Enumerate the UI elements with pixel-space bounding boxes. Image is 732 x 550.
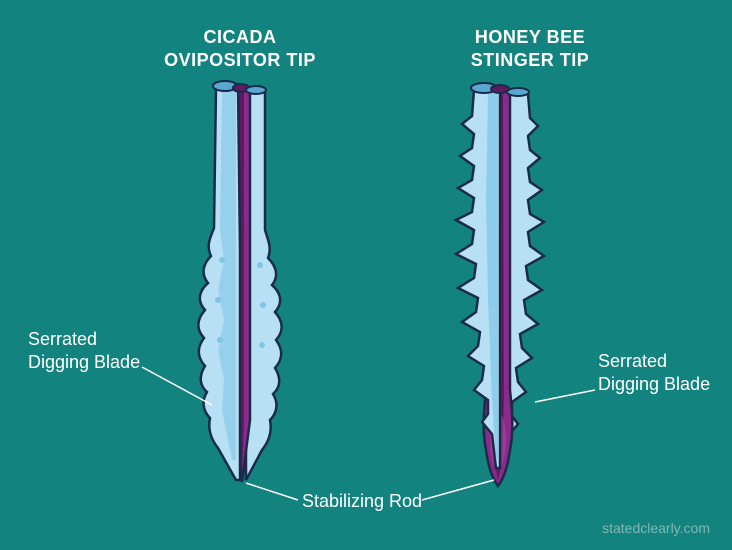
label-right-blade-line1: Serrated xyxy=(598,351,667,371)
cicada-back-blade xyxy=(246,88,282,480)
leader-rod-left xyxy=(246,483,298,500)
label-left-blade: Serrated Digging Blade xyxy=(28,328,140,373)
title-bee-line1: HONEY BEE xyxy=(475,27,585,47)
title-cicada: CICADA OVIPOSITOR TIP xyxy=(140,26,340,71)
label-left-blade-line1: Serrated xyxy=(28,329,97,349)
label-rod: Stabilizing Rod xyxy=(302,490,422,513)
diagram-canvas xyxy=(0,0,732,550)
credit-text: statedclearly.com xyxy=(602,520,710,536)
cicada-ovipositor xyxy=(198,81,281,482)
leader-right-blade xyxy=(535,390,595,402)
label-left-blade-line2: Digging Blade xyxy=(28,352,140,372)
title-cicada-line1: CICADA xyxy=(204,27,277,47)
title-bee: HONEY BEE STINGER TIP xyxy=(430,26,630,71)
label-right-blade-line2: Digging Blade xyxy=(598,374,710,394)
leader-rod-right xyxy=(422,480,494,500)
honeybee-stinger xyxy=(456,83,544,486)
label-right-blade: Serrated Digging Blade xyxy=(598,350,710,395)
title-cicada-line2: OVIPOSITOR TIP xyxy=(164,50,316,70)
title-bee-line2: STINGER TIP xyxy=(471,50,590,70)
